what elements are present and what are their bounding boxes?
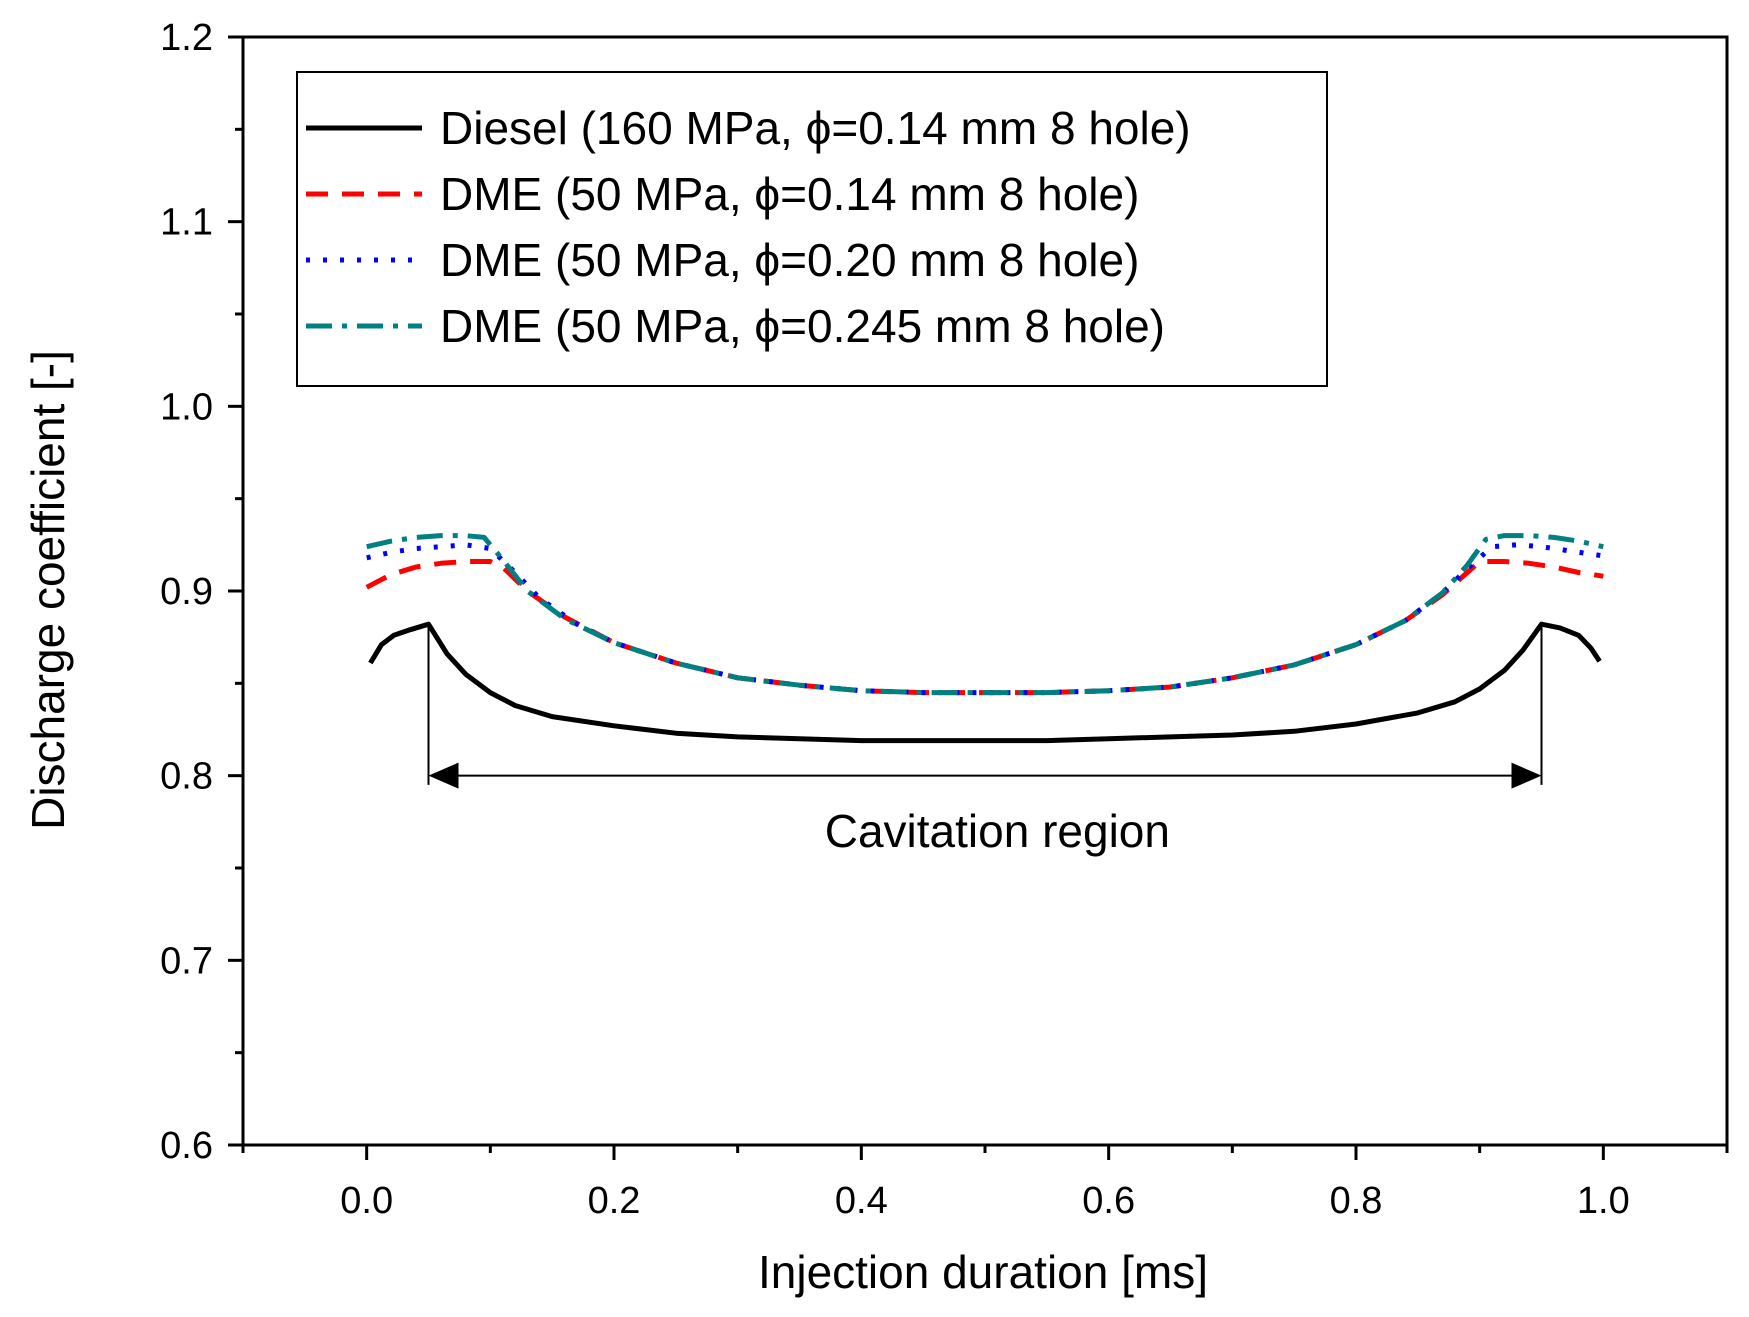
x-tick-label: 0.6: [1082, 1180, 1135, 1222]
legend-label-1: Diesel (160 MPa, ϕ=0.14 mm 8 hole): [440, 102, 1191, 154]
x-axis-title: Injection duration [ms]: [758, 1246, 1208, 1298]
x-tick-label: 1.0: [1577, 1180, 1630, 1222]
y-tick-label: 1.2: [160, 17, 213, 59]
series-line-2: [365, 559, 1604, 696]
tick-labels: 0.0 0.2 0.4 0.6 0.8 1.0 0.6 0.7 0.8 0.9 1.0 1.1 1.2: [160, 17, 1630, 1222]
x-tick-label: 0.2: [588, 1180, 641, 1222]
x-tick-label: 0.4: [835, 1180, 888, 1222]
series-line-4: [366, 533, 1604, 696]
axis-ticks: [228, 35, 1729, 1160]
y-tick-label: 0.7: [160, 940, 213, 982]
x-tick-label: 0.0: [340, 1180, 393, 1222]
series-line-3: [366, 542, 1604, 696]
legend-label-4: DME (50 MPa, ϕ=0.245 mm 8 hole): [440, 300, 1165, 352]
y-tick-label: 1.0: [160, 386, 213, 428]
cavitation-annotation: Cavitation region: [427, 624, 1543, 857]
cavitation-arrow-left-head: [428, 762, 459, 789]
cavitation-label: Cavitation region: [825, 805, 1170, 857]
series-line-1: [368, 621, 1602, 744]
series-layer: [365, 533, 1604, 744]
y-tick-label: 1.1: [160, 202, 213, 244]
y-axis-title: Discharge coefficient [-]: [22, 350, 74, 830]
cavitation-arrow-right-head: [1511, 762, 1542, 789]
y-tick-label: 0.8: [160, 756, 213, 798]
legend-label-2: DME (50 MPa, ϕ=0.14 mm 8 hole): [440, 168, 1139, 220]
legend-box: [296, 71, 1328, 387]
legend-label-3: DME (50 MPa, ϕ=0.20 mm 8 hole): [440, 234, 1139, 286]
legend: Diesel (160 MPa, ϕ=0.14 mm 8 hole) DME (5…: [296, 71, 1328, 387]
x-tick-label: 0.8: [1330, 1180, 1383, 1222]
y-tick-label: 0.6: [160, 1125, 213, 1167]
y-tick-label: 0.9: [160, 571, 213, 613]
